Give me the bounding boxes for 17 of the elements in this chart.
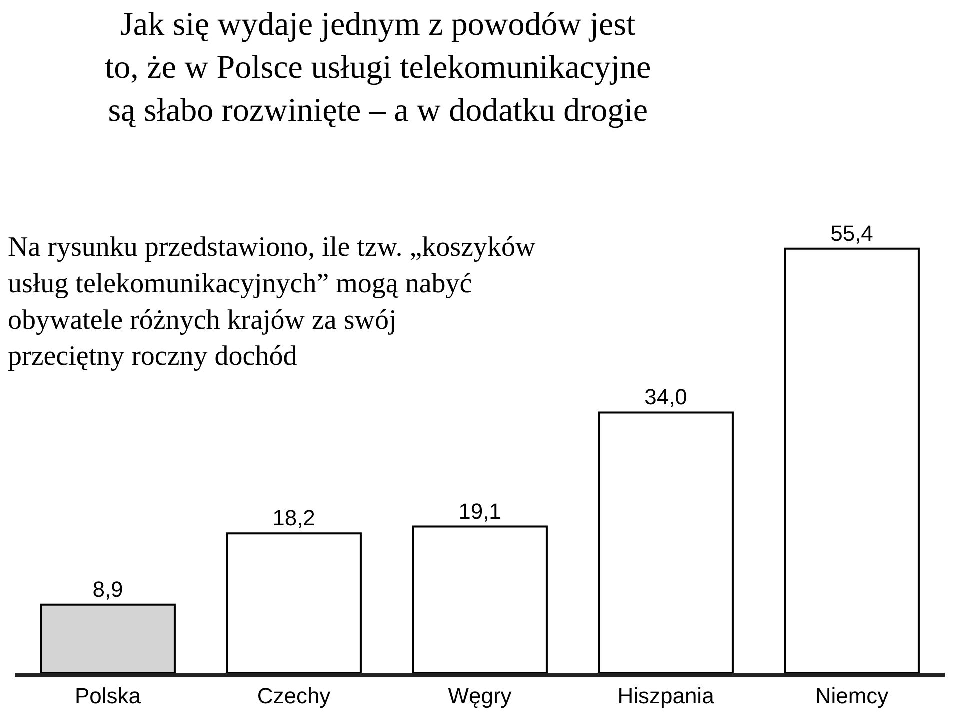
data-label: 55,4 bbox=[830, 220, 874, 246]
data-label: 34,0 bbox=[644, 384, 688, 410]
bar bbox=[226, 532, 362, 673]
x-tick-label: Czechy bbox=[257, 683, 331, 708]
chart-title: Jak się wydaje jednym z powodów jest to, że w Polsce usługi telekomunikacyjne są słabo rozwinięte – a w dodatku drogie bbox=[105, 7, 652, 129]
bar bbox=[412, 526, 548, 673]
x-tick-label: Polska bbox=[74, 683, 142, 708]
x-tick-label: Hiszpania bbox=[618, 683, 716, 708]
data-label: 18,2 bbox=[272, 506, 316, 531]
data-label: 8,9 bbox=[92, 576, 124, 602]
bar bbox=[784, 248, 920, 673]
data-label: 19,1 bbox=[458, 498, 502, 524]
x-tick-label: Węgry bbox=[448, 683, 512, 708]
bar bbox=[598, 412, 734, 673]
x-tick-label: Niemcy bbox=[815, 683, 889, 708]
text: Na rysunku przedstawiono, ile tzw. „koszyków usług telekomunikacyjnych” mogą nabyć obywatele różnych krajów za swój przeciętny roczny dochód bbox=[8, 232, 536, 372]
bar bbox=[40, 604, 176, 673]
